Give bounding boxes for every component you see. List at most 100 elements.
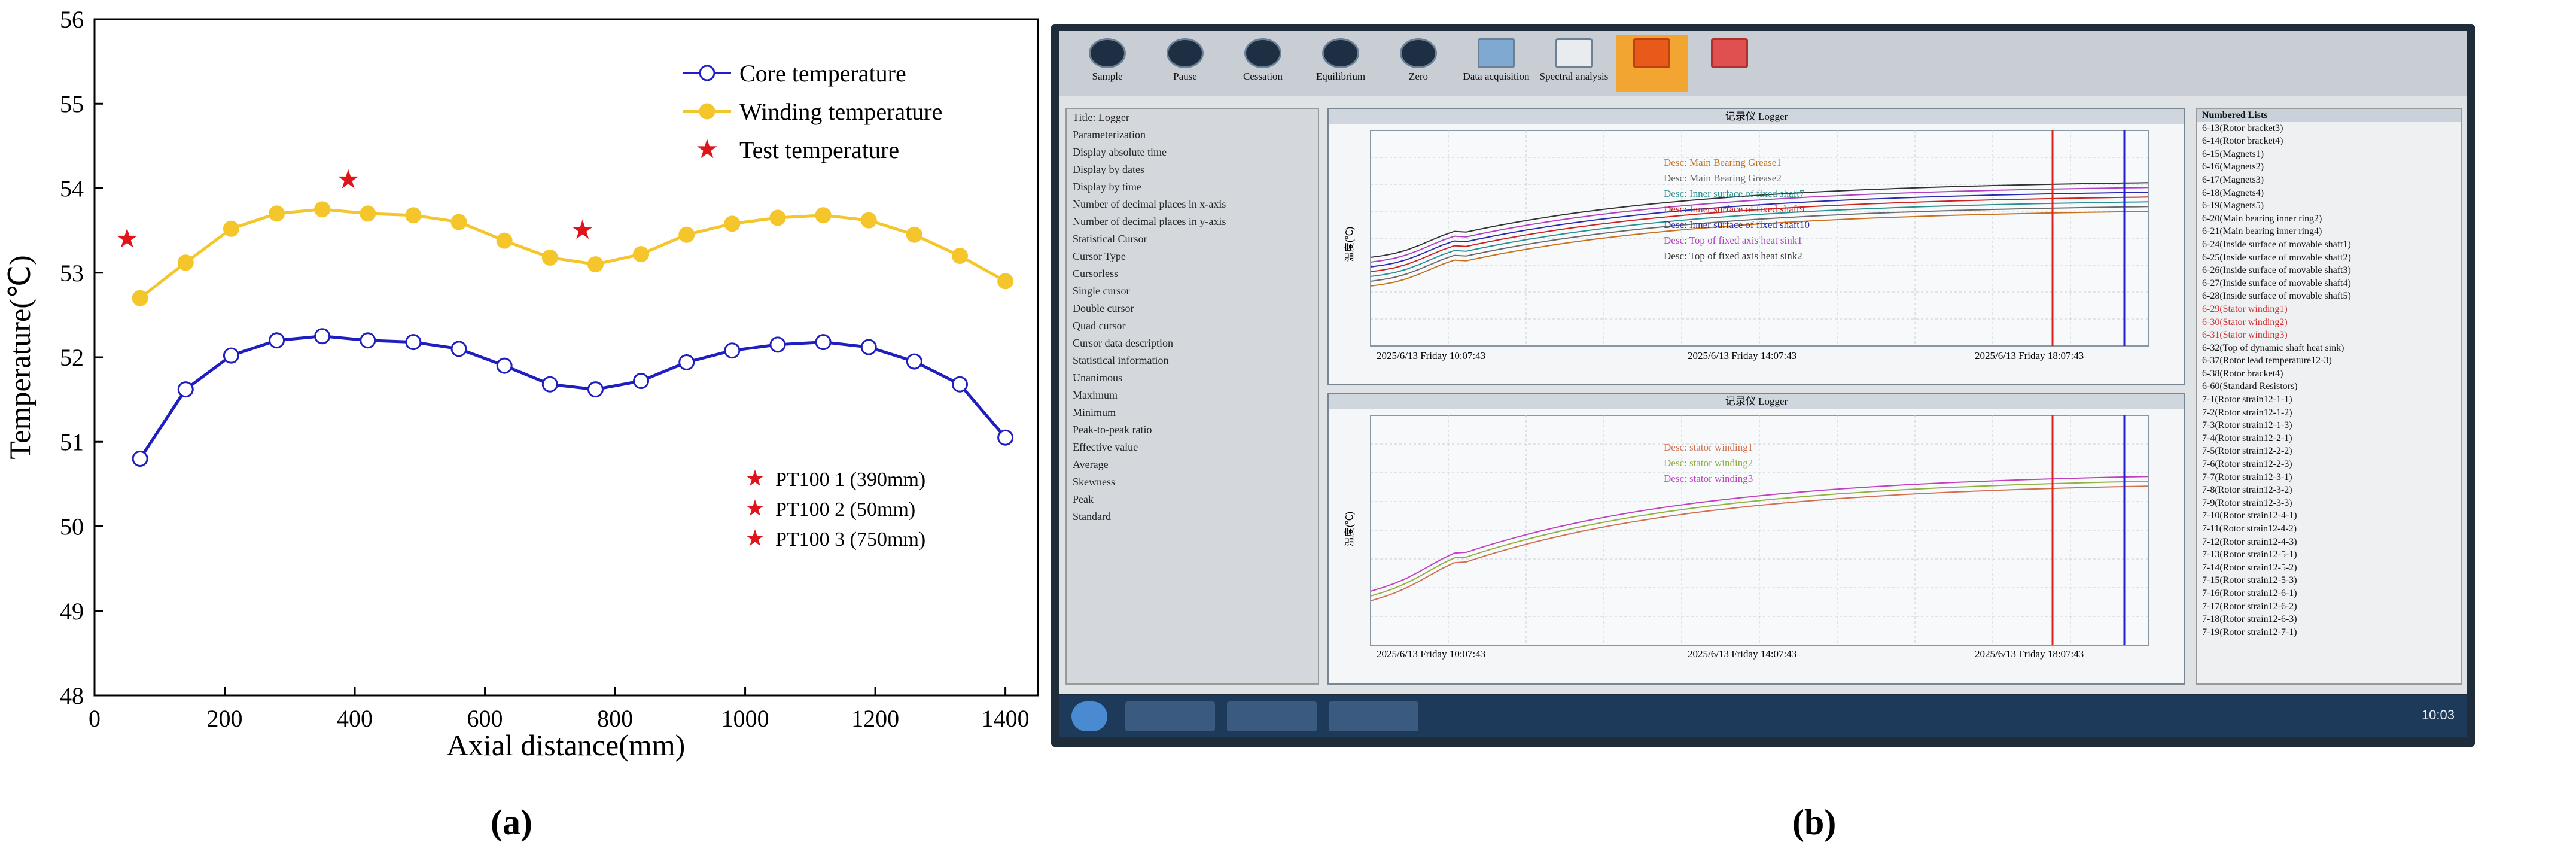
numbered-list-item[interactable]: 7-14(Rotor strain12-5-2) [2202,562,2297,573]
logger-legend-entry: Desc: stator winding3 [1664,473,1753,484]
toolbar-chart-icon[interactable] [1616,35,1688,92]
numbered-list-item[interactable]: 7-16(Rotor strain12-6-1) [2202,588,2297,598]
numbered-list-item[interactable]: 6-25(Inside surface of movable shaft2) [2202,252,2351,263]
core-point [360,332,376,349]
numbered-list-item[interactable]: 6-38(Rotor bracket4) [2202,368,2283,379]
y-tick-label: 56 [60,6,84,33]
logger-curve [1370,485,2149,601]
numbered-list-item[interactable]: 7-11(Rotor strain12-4-2) [2202,524,2297,534]
numbered-list-item[interactable]: 7-17(Rotor strain12-6-2) [2202,601,2297,612]
numbered-list-item[interactable]: 6-29(Stator winding1) [2202,303,2288,314]
numbered-list-item[interactable]: 6-21(Main bearing inner ring4) [2202,226,2322,237]
numbered-list-item[interactable]: 7-8(Rotor strain12-3-2) [2202,485,2292,496]
settings-item[interactable]: Statistical information [1073,354,1169,366]
toolbar-cessation[interactable]: Cessation [1227,35,1299,92]
settings-item[interactable]: Display by time [1073,181,1141,193]
settings-item[interactable]: Maximum [1073,389,1118,401]
numbered-list-item[interactable]: 7-9(Rotor strain12-3-3) [2202,497,2292,508]
numbered-list-item[interactable]: 7-6(Rotor strain12-2-3) [2202,459,2292,470]
numbered-list-item[interactable]: 6-60(Standard Resistors) [2202,381,2298,392]
settings-item[interactable]: Display by dates [1073,163,1144,175]
numbered-list-item[interactable]: 7-3(Rotor strain12-1-3) [2202,420,2292,431]
numbered-list-item[interactable]: 7-18(Rotor strain12-6-3) [2202,614,2297,625]
settings-item[interactable]: Peak-to-peak ratio [1073,424,1152,436]
settings-item[interactable]: Number of decimal places in y-axis [1073,215,1226,227]
numbered-list-item[interactable]: 6-27(Inside surface of movable shaft4) [2202,278,2351,288]
x-tick-label: 800 [597,705,633,732]
numbered-list-item[interactable]: 7-7(Rotor strain12-3-1) [2202,472,2292,482]
settings-item[interactable]: Single cursor [1073,285,1130,297]
numbered-list-item[interactable]: 6-18(Magnets4) [2202,187,2264,198]
numbered-list-item[interactable]: 6-26(Inside surface of movable shaft3) [2202,265,2351,276]
numbered-list-item[interactable]: 6-37(Rotor lead temperature12-3) [2202,355,2332,366]
settings-item[interactable]: Number of decimal places in x-axis [1073,198,1226,210]
logger-curve [1370,182,2149,258]
numbered-list-item[interactable]: 6-31(Stator winding3) [2202,330,2288,341]
numbered-list-item[interactable]: 7-5(Rotor strain12-2-2) [2202,446,2292,457]
x-tick-label: 200 [207,705,243,732]
pt100-annotations: ★ PT100 1 (390mm) ★ PT100 2 (50mm) ★ PT1… [745,466,925,551]
settings-item[interactable]: Double cursor [1073,302,1134,314]
numbered-list-item[interactable]: 6-16(Magnets2) [2202,162,2264,172]
lower-time-3: 2025/6/13 Friday 18:07:43 [1975,648,2084,660]
core-point [951,376,968,393]
numbered-list-item[interactable]: 6-14(Rotor bracket4) [2202,136,2283,147]
numbered-list-item[interactable]: 6-32(Top of dynamic shaft heat sink) [2202,342,2344,353]
settings-item[interactable]: Display absolute time [1073,146,1167,158]
logger-curve [1370,196,2149,272]
settings-item[interactable]: Effective value [1073,441,1138,453]
numbered-list-item[interactable]: 6-13(Rotor bracket3) [2202,123,2283,133]
settings-item[interactable]: Statistical Cursor [1073,233,1147,245]
numbered-list-item[interactable]: 7-4(Rotor strain12-2-1) [2202,433,2292,443]
numbered-list-item[interactable]: 6-28(Inside surface of movable shaft5) [2202,291,2351,302]
winding-point [132,290,148,306]
numbered-list-item[interactable]: 7-10(Rotor strain12-4-1) [2202,510,2297,521]
settings-item[interactable]: Parameterization [1073,129,1146,141]
numbered-list-item[interactable]: 7-1(Rotor strain12-1-1) [2202,394,2292,405]
numbered-list-panel: Numbered Lists 6-13(Rotor bracket3) 6-14(… [2196,108,2462,685]
numbered-list-item[interactable]: 7-13(Rotor strain12-5-1) [2202,549,2297,560]
taskbar-app-2[interactable] [1227,701,1317,731]
numbered-list-item[interactable]: 7-2(Rotor strain12-1-2) [2202,407,2292,418]
numbered-list-item[interactable]: 6-30(Stator winding2) [2202,317,2288,327]
numbered-list-item[interactable]: 6-20(Main bearing inner ring2) [2202,213,2322,224]
settings-item[interactable]: Minimum [1073,406,1116,418]
numbered-list-item[interactable]: 7-15(Rotor strain12-5-3) [2202,575,2297,586]
toolbar-sample[interactable]: Sample [1071,35,1143,92]
annotation-pt100-3: PT100 3 (750mm) [775,528,925,551]
toolbar-spectral-analysis[interactable]: Spectral analysis [1538,35,1610,92]
toolbar-data-acquisition[interactable]: Data acquisition [1460,35,1532,92]
settings-item[interactable]: Skewness [1073,476,1115,488]
toolbar-equilibrium[interactable]: Equilibrium [1305,35,1377,92]
settings-item[interactable]: Standard [1073,510,1111,522]
numbered-list-item[interactable]: 6-15(Magnets1) [2202,148,2264,159]
taskbar-clock: 10:03 [2421,707,2455,722]
core-point [496,357,513,374]
settings-item[interactable]: Cursorless [1073,268,1118,279]
winding-point [314,201,331,218]
toolbar-zero[interactable]: Zero [1383,35,1454,92]
numbered-list-item[interactable]: 6-17(Magnets3) [2202,174,2264,185]
settings-item[interactable]: Average [1073,458,1109,470]
settings-item[interactable]: Cursor Type [1073,250,1126,262]
toolbar-pause[interactable]: Pause [1149,35,1221,92]
settings-item[interactable]: Title: Logger [1073,111,1129,123]
numbered-list-item[interactable]: 6-24(Inside surface of movable shaft1) [2202,239,2351,250]
numbered-list-item[interactable]: 7-19(Rotor strain12-7-1) [2202,627,2297,637]
winding-point [541,249,558,266]
settings-item[interactable]: Unanimous [1073,372,1122,384]
numbered-list-item[interactable]: 6-19(Magnets5) [2202,200,2264,211]
toolbar-chart2-icon[interactable] [1694,35,1765,92]
taskbar-app-3[interactable] [1329,701,1418,731]
logger-curve [1370,211,2149,287]
annotation-pt100-1: PT100 1 (390mm) [775,469,925,491]
winding-point [633,246,650,263]
numbered-list-item[interactable]: 7-12(Rotor strain12-4-3) [2202,536,2297,547]
numbered-list-title: Numbered Lists [2197,109,2461,122]
settings-item[interactable]: Quad cursor [1073,320,1126,332]
start-button[interactable] [1071,701,1107,731]
taskbar-app-1[interactable] [1125,701,1215,731]
logger-legend-entry: Desc: Inner surface of fixed shaft10 [1664,219,1810,230]
settings-item[interactable]: Peak [1073,493,1094,505]
settings-item[interactable]: Cursor data description [1073,337,1173,349]
